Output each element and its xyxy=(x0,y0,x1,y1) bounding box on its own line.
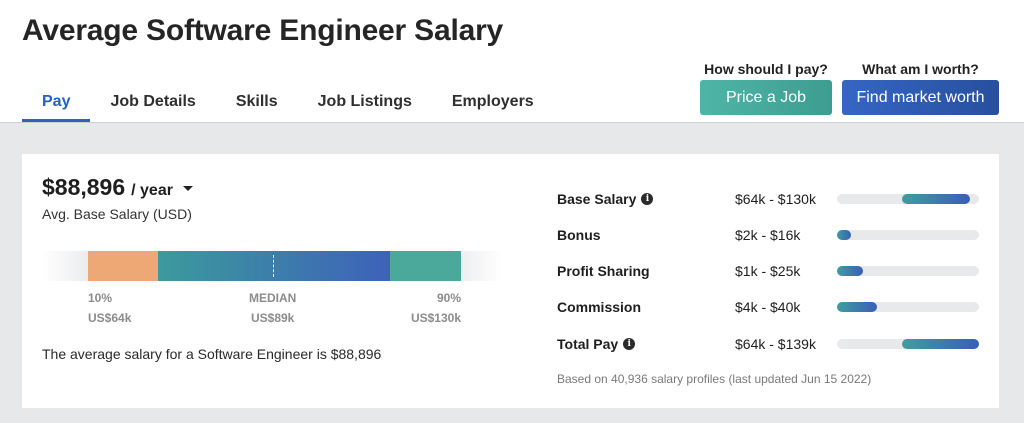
comp-range-fill xyxy=(837,230,852,240)
comp-row-total-pay: Total Pay i $64k - $139k xyxy=(557,334,979,354)
pay-question-label: How should I pay? xyxy=(704,61,828,77)
data-source-footnote: Based on 40,936 salary profiles (last up… xyxy=(557,372,872,386)
comp-label: Profit Sharing xyxy=(557,263,650,279)
average-salary-amount: $88,896 xyxy=(42,174,126,200)
percentile-10-name: 10% xyxy=(88,291,113,305)
comp-label: Bonus xyxy=(557,227,601,243)
percentile-90-label: 90% US$130k xyxy=(405,288,461,328)
comp-range: $4k - $40k xyxy=(735,299,801,315)
tab-pay[interactable]: Pay xyxy=(22,80,91,122)
salary-subtitle: Avg. Base Salary (USD) xyxy=(42,206,192,222)
salary-card xyxy=(22,154,999,408)
info-icon[interactable]: i xyxy=(623,338,636,350)
comp-range-track xyxy=(837,339,979,349)
caret-down-icon[interactable] xyxy=(182,186,193,191)
comp-range: $64k - $130k xyxy=(735,191,816,207)
percentile-90-segment xyxy=(390,251,461,281)
comp-row-profit-sharing: Profit Sharing $1k - $25k xyxy=(557,261,979,281)
price-job-cta: How should I pay? Price a Job xyxy=(700,59,832,115)
median-label: MEDIAN US$89k xyxy=(249,288,296,328)
comp-range-track xyxy=(837,302,979,312)
tab-job-listings[interactable]: Job Listings xyxy=(317,93,412,110)
info-icon[interactable]: i xyxy=(641,193,654,205)
percentile-10-label: 10% US$64k xyxy=(88,288,131,328)
comp-range: $64k - $139k xyxy=(735,336,816,352)
comp-range-fill xyxy=(837,266,863,276)
median-value: US$89k xyxy=(250,311,295,325)
median-range-segment xyxy=(158,251,390,281)
worth-question-label: What am I worth? xyxy=(862,61,979,77)
comp-range-track xyxy=(837,194,979,204)
comp-label: Commission xyxy=(557,299,642,315)
comp-range-track xyxy=(837,266,979,276)
comp-label: Total Pay xyxy=(557,336,619,352)
median-name: MEDIAN xyxy=(249,291,297,305)
salary-headline: $88,896 / year xyxy=(42,174,193,201)
pay-period-selector[interactable]: / year xyxy=(131,182,173,199)
comp-label: Base Salary xyxy=(557,191,637,207)
comp-range-fill xyxy=(902,194,971,204)
comp-row-commission: Commission $4k - $40k xyxy=(557,297,979,317)
percentile-10-value: US$64k xyxy=(88,311,132,325)
percentile-90-value: US$130k xyxy=(410,311,461,325)
market-worth-cta: What am I worth? Find market worth xyxy=(842,59,999,115)
tab-bar: Pay Job Details Skills Job Listings Empl… xyxy=(22,80,554,122)
find-market-worth-button[interactable]: Find market worth xyxy=(842,80,999,115)
tab-job-details[interactable]: Job Details xyxy=(110,93,196,110)
price-a-job-button[interactable]: Price a Job xyxy=(700,80,832,115)
tab-employers[interactable]: Employers xyxy=(451,93,534,110)
comp-row-bonus: Bonus $2k - $16k xyxy=(557,225,979,245)
comp-range: $2k - $16k xyxy=(735,227,801,243)
median-marker xyxy=(273,255,274,277)
tab-skills[interactable]: Skills xyxy=(235,93,278,110)
salary-distribution-bar xyxy=(42,251,502,281)
comp-range-fill xyxy=(902,339,979,349)
page-title: Average Software Engineer Salary xyxy=(22,14,504,47)
comp-range-fill xyxy=(837,302,877,312)
percentile-10-segment xyxy=(88,251,158,281)
comp-range: $1k - $25k xyxy=(735,263,801,279)
comp-row-base-salary: Base Salary i $64k - $130k xyxy=(557,189,979,209)
salary-summary-text: The average salary for a Software Engine… xyxy=(42,346,382,362)
percentile-90-name: 90% xyxy=(436,291,461,305)
comp-range-track xyxy=(837,230,979,240)
